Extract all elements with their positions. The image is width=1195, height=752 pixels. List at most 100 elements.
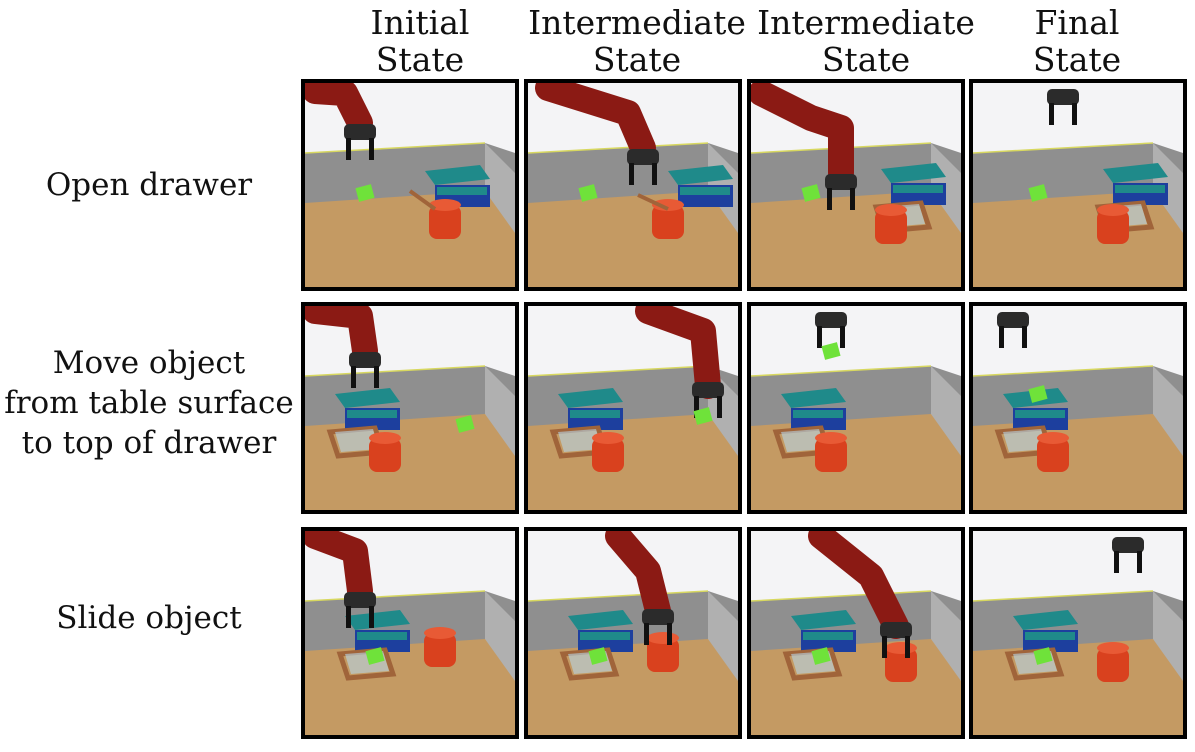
drawer-handle [408, 189, 437, 211]
drawer-face [357, 632, 407, 640]
frame-move-object-intermediate-2 [747, 302, 965, 514]
red-cylinder [875, 210, 907, 244]
gripper-finger-right [1137, 551, 1142, 573]
robot-arm [305, 306, 378, 364]
drawer-top [781, 388, 846, 408]
drawer-top [1013, 610, 1078, 630]
gripper-finger-right [652, 163, 657, 185]
red-cylinder-top [1097, 642, 1129, 654]
scene-render [973, 83, 1183, 287]
green-cube [1028, 184, 1048, 202]
column-header-line: State [375, 40, 465, 79]
table-surface [305, 414, 515, 510]
scene-render [305, 83, 515, 287]
drawer-face [803, 632, 853, 640]
robot-arm [605, 531, 671, 624]
gripper-body [344, 592, 376, 608]
red-cylinder-top [1097, 204, 1129, 216]
drawer-top [425, 165, 490, 185]
row-label-move-object: Move object from table surface to top of… [0, 343, 298, 463]
green-cube [811, 647, 831, 665]
red-cylinder [1097, 648, 1129, 682]
column-header-line: State [1032, 40, 1122, 79]
drawer-handle [637, 193, 669, 211]
drawer-face [347, 410, 397, 418]
table-surface [528, 414, 738, 510]
column-header-initial-state: Initial State [305, 4, 535, 78]
column-header-line: State [592, 40, 682, 79]
column-header-line: Final [1034, 3, 1120, 42]
gripper-finger-left [827, 188, 832, 210]
row-label-line: to top of drawer [21, 425, 277, 461]
gripper-finger-left [694, 396, 699, 418]
frame-slide-object-initial [301, 527, 519, 739]
wall-edge [305, 365, 486, 377]
red-cylinder [1097, 210, 1129, 244]
table-surface [751, 414, 961, 510]
scene-render [305, 531, 515, 735]
green-cube [355, 184, 375, 202]
row-label-line: from table surface [4, 385, 294, 421]
gripper-body [349, 352, 381, 368]
red-cylinder-top [647, 632, 679, 644]
table-surface [528, 639, 738, 735]
drawer-tray [1003, 429, 1047, 452]
red-cylinder [369, 438, 401, 472]
red-cylinder [647, 638, 679, 672]
red-cylinder-top [429, 199, 461, 211]
scene-render [751, 83, 961, 287]
wall-edge [305, 590, 486, 602]
gripper-body [627, 149, 659, 165]
robot-arm [305, 83, 373, 136]
wall-edge [528, 590, 709, 602]
gripper-finger-right [1072, 103, 1077, 125]
gripper-body [344, 124, 376, 140]
row-label-open-drawer: Open drawer [0, 165, 298, 205]
drawer-face [580, 632, 630, 640]
gripper-finger-left [351, 366, 356, 388]
drawer-face [680, 187, 730, 195]
drawer-top [568, 610, 633, 630]
gripper-body [692, 382, 724, 398]
gripper-finger-right [374, 366, 379, 388]
wall-edge [528, 365, 709, 377]
robot-arm [808, 531, 909, 639]
gripper-body [1112, 537, 1144, 553]
column-header-line: Intermediate [528, 3, 746, 42]
drawer-top [881, 163, 946, 183]
red-cylinder-top [885, 642, 917, 654]
red-cylinder-top [875, 204, 907, 216]
drawer-face [793, 410, 843, 418]
row-label-line: Open drawer [45, 167, 253, 203]
row-label-slide-object: Slide object [0, 598, 298, 638]
red-cylinder [424, 633, 456, 667]
gripper-finger-right [905, 636, 910, 658]
table-surface [973, 191, 1183, 287]
wall-edge [751, 365, 932, 377]
green-cube [588, 647, 608, 665]
red-cylinder [592, 438, 624, 472]
drawer-face [1015, 410, 1065, 418]
drawer-top [791, 610, 856, 630]
table-surface [528, 191, 738, 287]
scene-render [305, 306, 515, 510]
gripper-finger-right [667, 623, 672, 645]
wall-edge [973, 590, 1154, 602]
drawer-top [558, 388, 623, 408]
drawer-top [335, 388, 400, 408]
gripper-finger-right [840, 326, 845, 348]
column-header-line: Intermediate [757, 3, 975, 42]
red-cylinder-top [369, 432, 401, 444]
gripper-finger-right [369, 138, 374, 160]
column-header-line: State [821, 40, 911, 79]
gripper-body [825, 174, 857, 190]
gripper-finger-left [1114, 551, 1119, 573]
drawer-top [1103, 163, 1168, 183]
frame-slide-object-intermediate-2 [747, 527, 965, 739]
drawer-top [345, 610, 410, 630]
red-cylinder [429, 205, 461, 239]
frame-open-drawer-intermediate-1 [524, 79, 742, 291]
green-cube [455, 415, 475, 433]
green-cube [1033, 647, 1053, 665]
gripper-body [1047, 89, 1079, 105]
